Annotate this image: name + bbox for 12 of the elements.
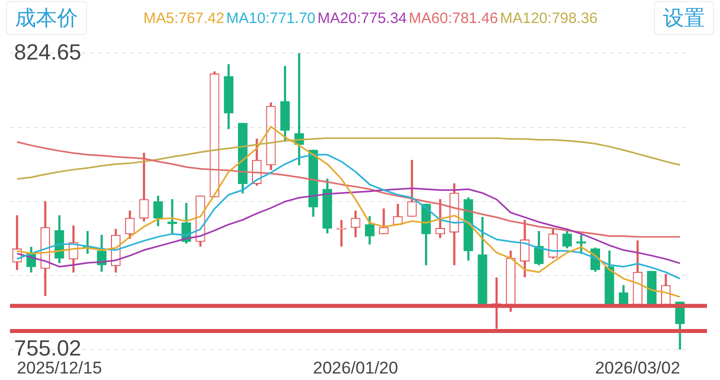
text: MA20:775.34 xyxy=(318,10,407,26)
cost-button: 成本价 xyxy=(6,1,87,35)
text: MA10:771.70 xyxy=(226,10,316,26)
y-tick-label: 755.02 xyxy=(14,336,82,361)
text: MA5:767.42 xyxy=(143,10,224,26)
x-tick-label: 2026/01/20 xyxy=(313,358,398,378)
x-tick-label: 2026/03/02 xyxy=(595,358,680,378)
text: MA120:798.36 xyxy=(500,10,598,26)
x-tick-label: 2025/12/15 xyxy=(16,358,102,378)
text: MA60:781.46 xyxy=(408,10,498,26)
settings-button: 设置 xyxy=(654,1,714,35)
y-tick-label: 824.65 xyxy=(14,39,82,64)
